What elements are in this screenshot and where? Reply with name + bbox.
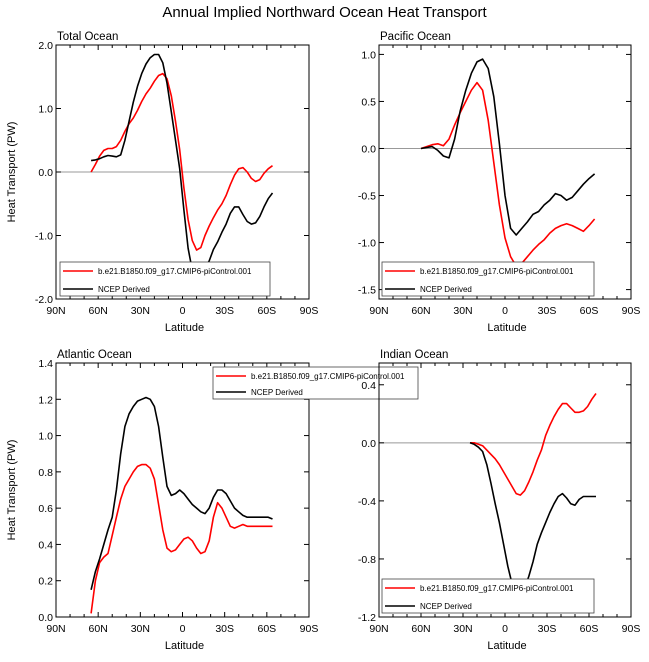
x-tick-label: 60N (411, 305, 430, 317)
y-tick-label: -1.0 (35, 231, 53, 243)
x-tick-label: 30N (131, 623, 150, 635)
model-series-line (90, 72, 273, 251)
x-axis-label: Latitude (165, 322, 204, 334)
legend-label: b.e21.B1850.f09_g17.CMIP6-piControl.001 (420, 584, 574, 593)
x-tick-label: 30N (453, 305, 472, 317)
y-tick-label: 2.0 (38, 40, 53, 52)
y-tick-label: 1.2 (38, 394, 53, 406)
x-tick-label: 60S (257, 305, 276, 317)
panel-atlantic-ocean: Atlantic Ocean 90N 60N 30N 0 30S 60S 90S 0.0 0.2 0… (6, 349, 419, 652)
y-tick-label: 1.0 (38, 104, 53, 116)
x-tick-label: 0 (502, 305, 508, 317)
y-tick-label: 1.4 (38, 358, 53, 370)
y-tick-label: 0.0 (38, 612, 53, 624)
x-tick-label: 0 (180, 305, 186, 317)
x-tick-label: 90S (300, 305, 319, 317)
x-tick-label: 30S (215, 623, 234, 635)
x-tick-label: 30S (538, 623, 557, 635)
model-series-line (90, 463, 273, 614)
x-axis-label: Latitude (487, 640, 526, 652)
y-tick-label: 0.0 (361, 143, 376, 155)
x-tick-label: 0 (502, 623, 508, 635)
x-tick-label: 60N (411, 623, 430, 635)
legend: b.e21.B1850.f09_g17.CMIP6-piControl.001 N… (381, 261, 595, 297)
y-tick-label: -1.0 (358, 238, 376, 250)
y-axis-label: Heat Transport (PW) (6, 440, 18, 541)
model-series-line (470, 393, 597, 496)
x-axis-label: Latitude (165, 640, 204, 652)
y-tick-label: 0.0 (38, 167, 53, 179)
y-tick-label: 1.0 (38, 431, 53, 443)
x-tick-label: 90S (622, 623, 641, 635)
panel-title: Total Ocean (57, 31, 118, 43)
y-tick-label: -1.5 (358, 285, 376, 297)
x-tick-label: 60S (580, 623, 599, 635)
ncep-series-line (90, 396, 273, 590)
x-tick-label: 90N (46, 623, 65, 635)
panel-pacific-ocean: Pacific Ocean 90N 60N 30N 0 30S 60S 90S -1.5 -1.0… (358, 31, 640, 334)
ncep-series-line (420, 58, 596, 236)
legend-label: NCEP Derived (420, 285, 472, 294)
x-tick-label: 90N (369, 623, 388, 635)
x-tick-label: 60S (580, 305, 599, 317)
x-axis-label: Latitude (487, 322, 526, 334)
y-tick-label: 0.4 (361, 380, 376, 392)
x-tick-label: 90N (46, 305, 65, 317)
x-tick-label: 90S (622, 305, 641, 317)
y-tick-label: -1.2 (358, 612, 376, 624)
y-tick-label: 0.6 (38, 503, 53, 515)
x-tick-label: 30N (131, 305, 150, 317)
x-tick-label: 30S (215, 305, 234, 317)
panel-title: Atlantic Ocean (57, 349, 132, 361)
figure-title: Annual Implied Northward Ocean Heat Tran… (162, 4, 487, 21)
y-tick-label: 0.8 (38, 467, 53, 479)
x-tick-label: 30S (538, 305, 557, 317)
y-tick-label: 0.4 (38, 539, 53, 551)
legend: b.e21.B1850.f09_g17.CMIP6-piControl.001 N… (381, 578, 595, 614)
panel-title: Indian Ocean (380, 349, 448, 361)
legend-label: NCEP Derived (98, 285, 150, 294)
ncep-series-line (90, 53, 274, 278)
y-tick-label: -0.5 (358, 191, 376, 203)
y-axis-label: Heat Transport (PW) (6, 122, 18, 223)
y-tick-label: -0.4 (358, 496, 376, 508)
plot-frame (378, 44, 632, 300)
x-tick-label: 0 (180, 623, 186, 635)
legend-box (381, 578, 595, 614)
legend: b.e21.B1850.f09_g17.CMIP6-piControl.001 N… (212, 366, 419, 400)
x-tick-label: 60S (257, 623, 276, 635)
legend-box (59, 261, 271, 297)
x-tick-label: 30N (453, 623, 472, 635)
legend-label: b.e21.B1850.f09_g17.CMIP6-piControl.001 (98, 267, 252, 276)
panel-title: Pacific Ocean (380, 31, 451, 43)
panel-indian-ocean: Indian Ocean 90N 60N 30N 0 30S 60S 90S -1.2 -0.8 -… (358, 349, 640, 652)
legend: b.e21.B1850.f09_g17.CMIP6-piControl.001 N… (59, 261, 271, 297)
legend-label: b.e21.B1850.f09_g17.CMIP6-piControl.001 (251, 372, 405, 381)
y-tick-label: -0.8 (358, 554, 376, 566)
legend-label: b.e21.B1850.f09_g17.CMIP6-piControl.001 (420, 267, 574, 276)
x-tick-label: 90S (300, 623, 319, 635)
y-tick-label: 0.2 (38, 576, 53, 588)
x-tick-label: 60N (89, 305, 108, 317)
y-tick-label: 1.0 (361, 49, 376, 61)
legend-box (212, 366, 419, 400)
x-tick-label: 60N (89, 623, 108, 635)
y-tick-label: 0.5 (361, 96, 376, 108)
model-series-line (420, 81, 596, 267)
panel-total-ocean: Total Ocean 90N 60N 30N 0 30S 60S 90S -2.0 -1.0 0.… (6, 31, 318, 334)
legend-label: NCEP Derived (251, 388, 303, 397)
y-tick-label: -2.0 (35, 294, 53, 306)
ncep-series-line (469, 442, 596, 597)
legend-label: NCEP Derived (420, 602, 472, 611)
x-tick-label: 90N (369, 305, 388, 317)
legend-box (381, 261, 595, 297)
y-tick-label: 0.0 (361, 438, 376, 450)
